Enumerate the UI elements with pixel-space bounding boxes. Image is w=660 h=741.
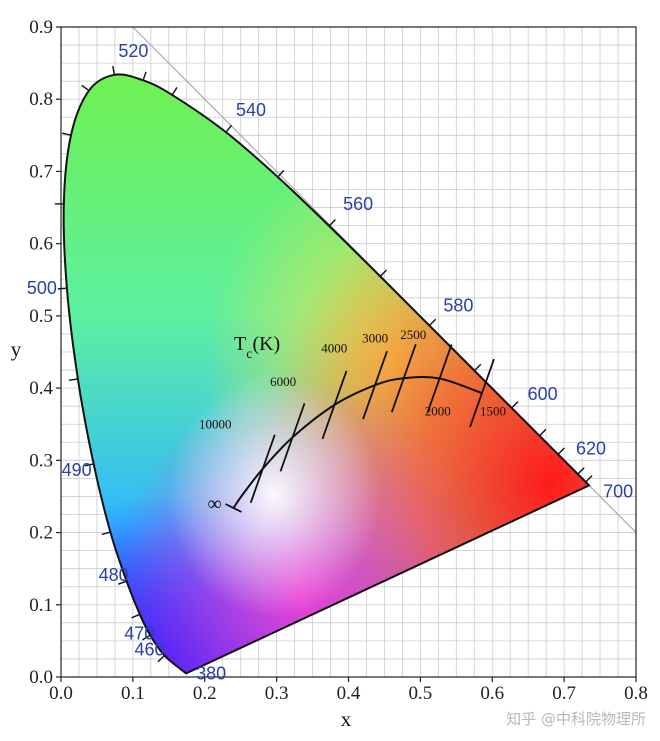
y-tick-label: 0.4: [29, 378, 53, 399]
locus-tick: [157, 655, 165, 663]
color-gamut-fill: [63, 74, 590, 674]
y-tick-label: 0.7: [29, 161, 53, 182]
gamut-white-layer: [63, 74, 590, 674]
y-tick-label: 0.3: [29, 450, 53, 471]
wavelength-label: 600: [528, 384, 558, 404]
x-tick-label: 0.8: [624, 683, 648, 704]
y-axis-title: y: [11, 337, 22, 361]
isotherm-line: [279, 403, 306, 472]
locus-tick: [142, 71, 147, 81]
y-tick-label: 0.8: [29, 89, 53, 110]
wavelength-label: 470: [124, 623, 154, 643]
y-tick-label: 0.0: [29, 667, 53, 688]
isotherm-line: [321, 370, 348, 440]
y-tick-label: 0.5: [29, 306, 53, 327]
isotherm-line: [390, 343, 417, 413]
locus-tick: [557, 447, 565, 455]
locus-tick: [101, 531, 111, 536]
x-tick-label: 0.1: [121, 683, 145, 704]
cct-label: 1500: [480, 404, 506, 419]
watermark: 知乎 @中科院物理所: [506, 710, 646, 728]
locus-tick: [81, 84, 90, 92]
spectral-locus: [54, 65, 593, 675]
y-tick-label: 0.9: [29, 17, 53, 38]
x-tick-label: 0.3: [265, 683, 289, 704]
locus-tick: [379, 269, 388, 277]
isotherm-line: [469, 358, 495, 428]
locus-tick: [68, 378, 78, 381]
locus-tick: [117, 580, 127, 585]
wavelength-label: 520: [118, 41, 148, 61]
cct-label: 2500: [400, 327, 426, 342]
locus-tick: [112, 65, 116, 75]
tc-label: Tc(K): [234, 333, 280, 362]
locus-tick: [539, 428, 547, 437]
locus-tick: [84, 463, 94, 467]
x-tick-label: 0.0: [49, 683, 73, 704]
locus-tick: [171, 86, 178, 96]
y-tick-label: 0.1: [29, 595, 53, 616]
y-tick-label: 0.2: [29, 523, 53, 544]
cct-label: 3000: [362, 331, 388, 346]
y-tick-label: 0.6: [29, 234, 53, 255]
locus-tick: [328, 219, 336, 227]
x-tick-label: 0.6: [480, 683, 504, 704]
locus-tick: [277, 169, 285, 178]
planckian-locus: 10000 6000 4000 3000 2500 2000 1500 ∞ Tc(K): [199, 327, 506, 515]
locus-tick: [577, 467, 585, 475]
isotherm-line: [362, 350, 388, 420]
infinity-end-bar: [225, 503, 242, 513]
wavelength-label: 490: [62, 460, 92, 480]
wavelength-label: 540: [236, 100, 266, 120]
wavelength-label: 560: [343, 194, 373, 214]
wavelength-label: 700: [603, 481, 633, 501]
locus-tick: [62, 132, 72, 136]
isotherm-line: [426, 344, 453, 413]
locus-tick: [57, 287, 67, 290]
gamut-gradient-group: [63, 74, 590, 674]
x-tick-label: 0.2: [193, 683, 217, 704]
x-tick-label: 0.5: [409, 683, 433, 704]
wavelength-label: 460: [135, 640, 165, 660]
wavelength-label: 580: [443, 296, 473, 316]
x-tick-label: 0.4: [337, 683, 361, 704]
spectral-locus-line: [62, 73, 591, 675]
wavelength-label: 480: [99, 565, 129, 585]
locus-tick: [142, 634, 151, 641]
x-axis-title: x: [341, 707, 352, 731]
locus-tick: [473, 363, 482, 372]
locus-tick: [131, 613, 141, 619]
cct-label: 6000: [270, 374, 296, 389]
locus-tick: [585, 475, 593, 483]
cct-label: 10000: [199, 417, 232, 432]
isotherm-line: [249, 434, 276, 504]
locus-tick: [428, 318, 437, 327]
locus-tick: [511, 401, 519, 409]
cct-label: 4000: [321, 341, 347, 356]
locus-tick: [225, 124, 233, 133]
wavelength-label: 620: [576, 438, 606, 458]
cct-label: 2000: [425, 404, 451, 419]
axes: 0.0 0.1 0.2 0.3 0.4 0.5 0.6 0.7 0.8 0.0 0.1 0.2 0.3 0…: [29, 17, 648, 704]
infinity-label: ∞: [208, 493, 222, 515]
wavelength-label: 380: [196, 663, 226, 683]
x-tick-label: 0.7: [552, 683, 576, 704]
wavelength-label: 500: [27, 278, 57, 298]
